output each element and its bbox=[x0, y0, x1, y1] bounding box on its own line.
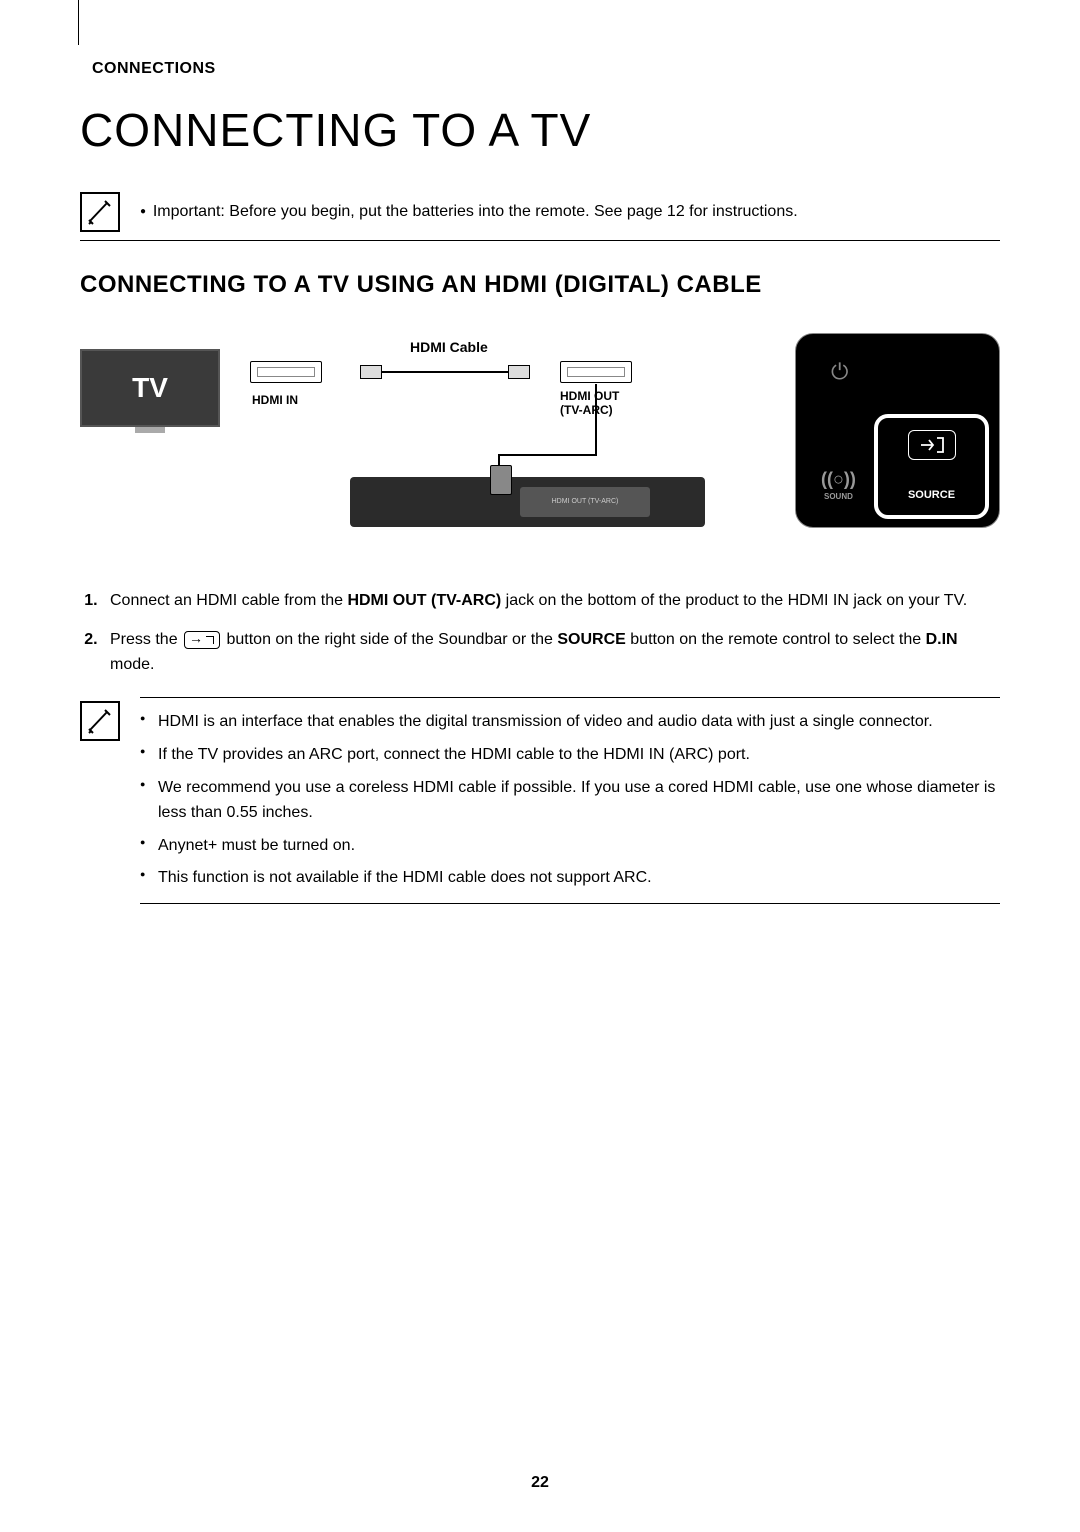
page-number: 22 bbox=[0, 1474, 1080, 1492]
subtitle: CONNECTING TO A TV USING AN HDMI (DIGITA… bbox=[80, 271, 1000, 299]
divider bbox=[140, 697, 1000, 698]
source-icon bbox=[908, 430, 956, 460]
hdmi-plug-left bbox=[360, 365, 382, 379]
source-button-icon bbox=[184, 631, 220, 649]
hdmi-out-label: HDMI OUT (TV-ARC) bbox=[560, 389, 619, 418]
notes-block: HDMI is an interface that enables the di… bbox=[80, 697, 1000, 924]
note-item: This function is not available if the HD… bbox=[140, 866, 1000, 891]
steps: Connect an HDMI cable from the HDMI OUT … bbox=[80, 589, 1000, 677]
note-item: If the TV provides an ARC port, connect … bbox=[140, 743, 1000, 768]
page-edge-rule bbox=[78, 0, 79, 45]
sound-label: SOUND bbox=[821, 492, 856, 501]
soundbar-hdmi-plug bbox=[490, 465, 512, 495]
hdmi-cable bbox=[360, 363, 530, 381]
sound-icon: ((○)) bbox=[821, 469, 856, 490]
source-highlight: SOURCE bbox=[874, 414, 989, 519]
hdmi-out-port bbox=[560, 361, 632, 383]
source-label: SOURCE bbox=[878, 489, 985, 501]
hdmi-in-label: HDMI IN bbox=[252, 393, 298, 407]
note-item: Anynet+ must be turned on. bbox=[140, 834, 1000, 859]
note-item: HDMI is an interface that enables the di… bbox=[140, 710, 1000, 735]
remote: ⏻ ((○)) SOUND SOURCE bbox=[795, 333, 1000, 528]
soundbar: HDMI OUT (TV-ARC) bbox=[350, 477, 705, 527]
tv-box: TV bbox=[80, 349, 220, 427]
step-1: Connect an HDMI cable from the HDMI OUT … bbox=[102, 589, 1000, 614]
divider bbox=[140, 903, 1000, 904]
hdmi-in-port bbox=[250, 361, 322, 383]
note-item: We recommend you use a coreless HDMI cab… bbox=[140, 776, 1000, 826]
hdmi-cable-label: HDMI Cable bbox=[410, 339, 488, 355]
connector-line bbox=[498, 454, 597, 456]
connector-line bbox=[595, 384, 597, 456]
notes-list: HDMI is an interface that enables the di… bbox=[140, 710, 1000, 891]
page-title: CONNECTING TO A TV bbox=[80, 103, 1000, 157]
step-2: Press the button on the right side of th… bbox=[102, 628, 1000, 678]
section-label: CONNECTIONS bbox=[92, 60, 1000, 78]
tv-stand bbox=[135, 427, 165, 433]
sound-button: ((○)) SOUND bbox=[821, 469, 856, 501]
power-icon: ⏻ bbox=[831, 359, 861, 389]
note-icon bbox=[80, 701, 120, 741]
divider bbox=[80, 240, 1000, 241]
note-icon bbox=[80, 192, 120, 232]
top-note-text: Important: Before you begin, put the bat… bbox=[140, 200, 798, 224]
connection-diagram: TV HDMI IN HDMI Cable HDMI OUT (TV-ARC) … bbox=[80, 329, 1000, 559]
soundbar-port-label: HDMI OUT (TV-ARC) bbox=[520, 487, 650, 517]
hdmi-plug-right bbox=[508, 365, 530, 379]
top-note-row: Important: Before you begin, put the bat… bbox=[80, 192, 1000, 232]
